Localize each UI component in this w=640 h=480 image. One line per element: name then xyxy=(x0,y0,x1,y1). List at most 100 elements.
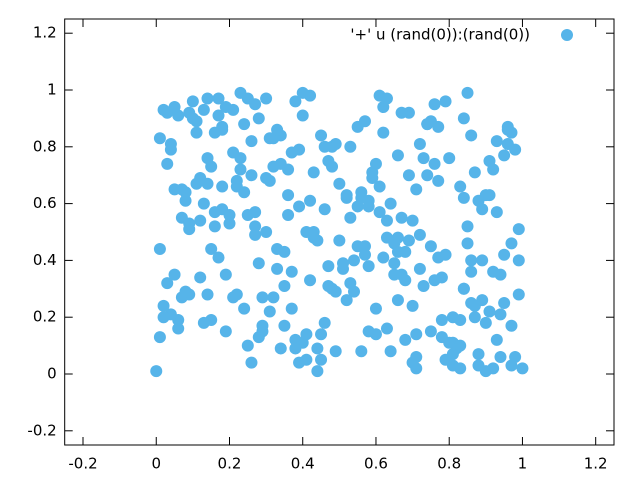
point xyxy=(333,234,346,247)
point xyxy=(380,322,393,335)
point xyxy=(219,101,232,114)
y-tick-label: 0.8 xyxy=(33,137,57,155)
point xyxy=(263,132,276,145)
point xyxy=(197,197,210,210)
point xyxy=(483,155,496,167)
point xyxy=(362,325,375,338)
point xyxy=(446,359,459,372)
point xyxy=(454,314,467,327)
point xyxy=(432,174,445,187)
y-tick-label: -0.2 xyxy=(27,421,56,439)
point xyxy=(377,126,390,139)
point xyxy=(461,220,474,233)
point xyxy=(391,149,404,162)
point xyxy=(501,137,514,150)
point xyxy=(468,166,481,179)
y-tick-label: 0.4 xyxy=(33,251,57,269)
point xyxy=(285,146,298,159)
point xyxy=(344,277,357,290)
point xyxy=(395,106,408,119)
point xyxy=(454,180,467,193)
point xyxy=(417,279,430,292)
point xyxy=(358,248,371,261)
point xyxy=(168,268,181,281)
point xyxy=(249,228,262,241)
point xyxy=(329,137,342,150)
point xyxy=(172,322,185,335)
point xyxy=(443,336,456,349)
point xyxy=(267,160,280,173)
point xyxy=(373,206,386,219)
point xyxy=(406,214,419,227)
point xyxy=(498,297,511,309)
point xyxy=(516,362,529,375)
point xyxy=(208,126,221,139)
point xyxy=(428,98,441,111)
point xyxy=(212,251,225,264)
point xyxy=(487,362,500,375)
point xyxy=(307,166,320,179)
point xyxy=(326,160,339,173)
point xyxy=(271,123,284,136)
point xyxy=(219,325,232,338)
point xyxy=(505,237,518,250)
point xyxy=(388,268,401,281)
point xyxy=(241,339,254,352)
point xyxy=(428,274,441,287)
point xyxy=(435,314,448,327)
plot-border xyxy=(64,18,615,446)
point xyxy=(465,297,478,309)
point xyxy=(494,268,507,281)
point xyxy=(278,279,291,292)
point xyxy=(186,95,199,108)
point xyxy=(479,316,492,329)
point xyxy=(472,359,485,372)
point xyxy=(377,251,390,264)
point xyxy=(205,243,218,256)
point xyxy=(194,172,207,185)
point xyxy=(282,189,295,202)
point xyxy=(395,211,408,224)
y-tick-label: 0 xyxy=(47,365,57,383)
point xyxy=(296,86,309,99)
point xyxy=(168,101,181,114)
y-tick-label: 1.2 xyxy=(33,24,57,42)
point xyxy=(333,177,346,190)
point xyxy=(249,206,262,219)
point xyxy=(223,217,236,230)
point xyxy=(465,265,478,278)
point xyxy=(358,115,371,128)
point xyxy=(315,129,328,142)
point xyxy=(355,345,368,358)
point xyxy=(285,265,298,278)
point xyxy=(179,194,192,207)
point xyxy=(289,95,302,108)
point xyxy=(326,282,339,295)
point xyxy=(175,183,188,196)
point xyxy=(260,172,273,185)
point xyxy=(183,217,196,230)
point xyxy=(402,234,415,247)
point xyxy=(157,311,170,324)
point xyxy=(457,282,470,295)
point xyxy=(410,350,423,363)
point xyxy=(424,240,437,253)
point xyxy=(465,254,478,267)
point xyxy=(340,294,353,307)
point xyxy=(267,291,280,304)
point xyxy=(329,345,342,358)
y-tick-label: 0.2 xyxy=(33,308,57,326)
point xyxy=(252,112,265,125)
point xyxy=(304,274,317,287)
point xyxy=(296,109,309,122)
point xyxy=(304,194,317,207)
point xyxy=(300,226,313,238)
point xyxy=(274,342,287,355)
point xyxy=(223,208,236,221)
point xyxy=(505,319,518,332)
point xyxy=(421,169,434,182)
point xyxy=(238,186,251,199)
point xyxy=(498,248,511,261)
point xyxy=(476,254,489,267)
